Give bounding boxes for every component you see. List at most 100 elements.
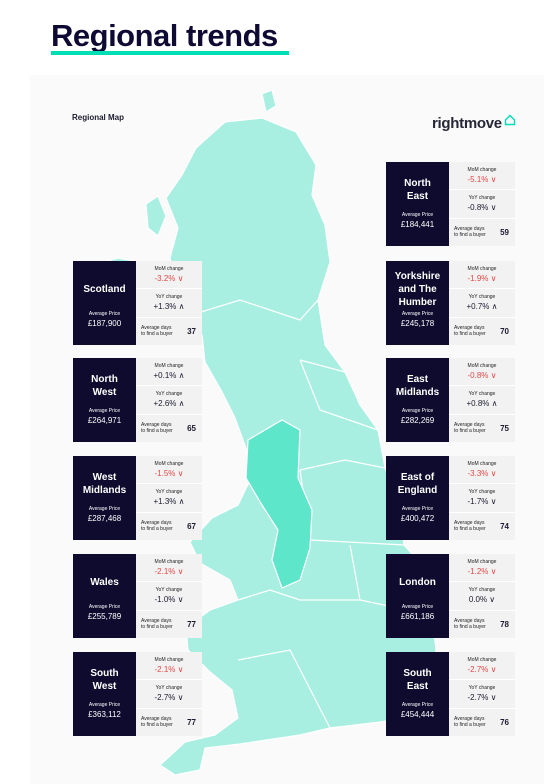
mom-label: MoM change [154,559,184,566]
yoy-value: 0.0% ∨ [468,595,496,605]
average-price-label: Average Price [401,311,434,317]
mom-value: -2.1% ∨ [154,665,184,675]
region-summary: East of England Average Price £400,472 [386,456,449,540]
yoy-value: -2.7% ∨ [154,693,184,703]
region-card: London Average Price £661,186 MoM change… [386,554,515,638]
days-label: Average days to find a buyer [454,226,486,239]
average-price-label: Average Price [401,604,434,610]
region-summary: London Average Price £661,186 [386,554,449,638]
region-stats: MoM change -3.2% ∨ YoY change +1.3% ∧ Av… [136,261,202,345]
days-label: Average days to find a buyer [454,618,486,631]
mom-label: MoM change [467,461,497,468]
region-name: East Midlands [395,374,440,398]
mom-value: +0.1% ∧ [153,371,185,381]
days-value: 77 [187,717,196,727]
region-card: South East Average Price £454,444 MoM ch… [386,652,515,736]
yoy-label: YoY change [468,489,496,496]
mom-label: MoM change [154,266,184,273]
average-price: £282,269 [400,416,435,425]
average-price: £245,178 [400,319,435,328]
yoy-value: -1.7% ∨ [467,497,497,507]
region-name: North West [91,374,118,398]
region-name: Yorkshire and The Humber [394,270,441,308]
days-value: 77 [187,619,196,629]
region-summary: Scotland Average Price £187,900 [73,261,136,345]
region-name: Wales [90,576,119,588]
yoy-cell: YoY change -2.7% ∨ [136,680,202,709]
region-card: East Midlands Average Price £282,269 MoM… [386,358,515,442]
days-label: Average days to find a buyer [454,520,486,533]
region-stats: MoM change -2.1% ∨ YoY change -2.7% ∨ Av… [136,652,202,736]
mom-cell: MoM change -0.8% ∨ [449,358,515,387]
region-card: Wales Average Price £255,789 MoM change … [73,554,202,638]
yoy-cell: YoY change +2.6% ∧ [136,386,202,415]
yoy-cell: YoY change +1.3% ∧ [136,289,202,318]
region-stats: MoM change -1.2% ∨ YoY change 0.0% ∨ Ave… [449,554,515,638]
yoy-value: +1.3% ∧ [153,302,185,312]
yoy-cell: YoY change +1.3% ∧ [136,484,202,513]
days-value: 37 [187,326,196,336]
days-label: Average days to find a buyer [141,325,173,338]
days-value: 65 [187,423,196,433]
arrow-down-icon: ∨ [177,274,184,284]
average-price-label: Average Price [88,702,121,708]
mom-value: -3.3% ∨ [467,469,497,479]
yoy-cell: YoY change -2.7% ∨ [449,680,515,709]
region-name: London [399,576,436,588]
house-outline-icon [504,114,516,126]
arrow-down-icon: ∨ [489,595,496,605]
yoy-label: YoY change [468,391,496,398]
days-cell: Average days to find a buyer 37 [136,318,202,345]
yoy-value: +1.3% ∧ [153,497,185,507]
arrow-down-icon: ∨ [490,693,497,703]
region-name: South West [90,668,119,692]
mom-cell: MoM change +0.1% ∧ [136,358,202,387]
arrow-up-icon: ∧ [178,497,185,507]
days-cell: Average days to find a buyer 77 [136,611,202,638]
mom-cell: MoM change -3.3% ∨ [449,456,515,485]
western-isles [145,195,167,237]
arrow-down-icon: ∨ [177,567,184,577]
region-summary: East Midlands Average Price £282,269 [386,358,449,442]
average-price: £287,468 [87,514,122,523]
arrow-up-icon: ∧ [491,399,498,409]
days-value: 76 [500,717,509,727]
mom-label: MoM change [467,266,497,273]
arrow-down-icon: ∨ [177,665,184,675]
yoy-value: -2.7% ∨ [467,693,497,703]
mom-cell: MoM change -5.1% ∨ [449,162,515,191]
mom-label: MoM change [467,363,497,370]
arrow-up-icon: ∧ [178,371,185,381]
days-cell: Average days to find a buyer 70 [449,318,515,345]
days-cell: Average days to find a buyer 78 [449,611,515,638]
days-value: 78 [500,619,509,629]
days-label: Average days to find a buyer [141,520,173,533]
average-price-label: Average Price [401,408,434,414]
days-cell: Average days to find a buyer 75 [449,415,515,442]
yoy-cell: YoY change -0.8% ∨ [449,190,515,219]
arrow-down-icon: ∨ [490,665,497,675]
region-card: North West Average Price £264,971 MoM ch… [73,358,202,442]
region-summary: West Midlands Average Price £287,468 [73,456,136,540]
region-name: North East [404,178,431,202]
days-cell: Average days to find a buyer 77 [136,709,202,736]
arrow-down-icon: ∨ [490,371,497,381]
region-card: West Midlands Average Price £287,468 MoM… [73,456,202,540]
region-summary: North East Average Price £184,441 [386,162,449,246]
mom-label: MoM change [467,167,497,174]
yoy-label: YoY change [155,685,183,692]
yoy-cell: YoY change -1.0% ∨ [136,582,202,611]
arrow-down-icon: ∨ [490,203,497,213]
mom-cell: MoM change -1.2% ∨ [449,554,515,583]
arrow-down-icon: ∨ [177,469,184,479]
average-price-label: Average Price [401,212,434,218]
page-title: Regional trends [51,18,278,53]
days-label: Average days to find a buyer [454,716,486,729]
yoy-label: YoY change [468,195,496,202]
days-cell: Average days to find a buyer 76 [449,709,515,736]
yoy-value: +0.8% ∧ [466,399,498,409]
yoy-label: YoY change [155,489,183,496]
yoy-cell: YoY change +0.7% ∧ [449,289,515,318]
yoy-cell: YoY change 0.0% ∨ [449,582,515,611]
